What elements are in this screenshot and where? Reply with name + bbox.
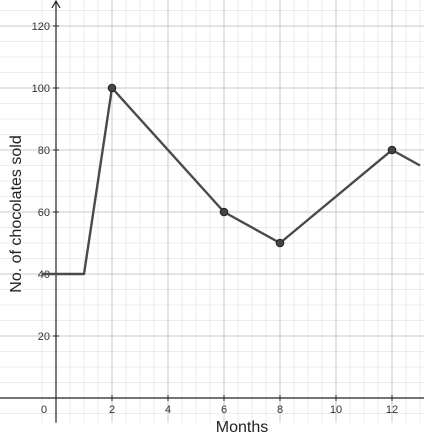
data-series bbox=[42, 83, 421, 276]
y-tick-label: 20 bbox=[38, 331, 50, 343]
major-grid bbox=[0, 0, 424, 423]
y-tick-label: 80 bbox=[38, 145, 50, 157]
x-tick-label: 12 bbox=[386, 404, 398, 416]
y-tick-label: 100 bbox=[32, 83, 50, 95]
data-point bbox=[275, 238, 285, 248]
x-axis-title: Months bbox=[216, 419, 268, 436]
x-tick-label: 0 bbox=[41, 404, 47, 416]
y-tick-label: 120 bbox=[32, 21, 50, 33]
x-tick-label: 10 bbox=[330, 404, 342, 416]
y-axis-title: No. of chocolates sold bbox=[8, 135, 25, 292]
data-point bbox=[107, 83, 117, 93]
y-tick-label: 60 bbox=[38, 207, 50, 219]
x-tick-label: 6 bbox=[221, 404, 227, 416]
data-point bbox=[219, 207, 229, 217]
data-point bbox=[387, 145, 397, 155]
minor-grid bbox=[0, 0, 424, 423]
x-tick-label: 8 bbox=[277, 404, 283, 416]
x-tick-label: 4 bbox=[165, 404, 171, 416]
x-tick-label: 2 bbox=[109, 404, 115, 416]
y-axis-arrow-icon bbox=[51, 0, 61, 9]
